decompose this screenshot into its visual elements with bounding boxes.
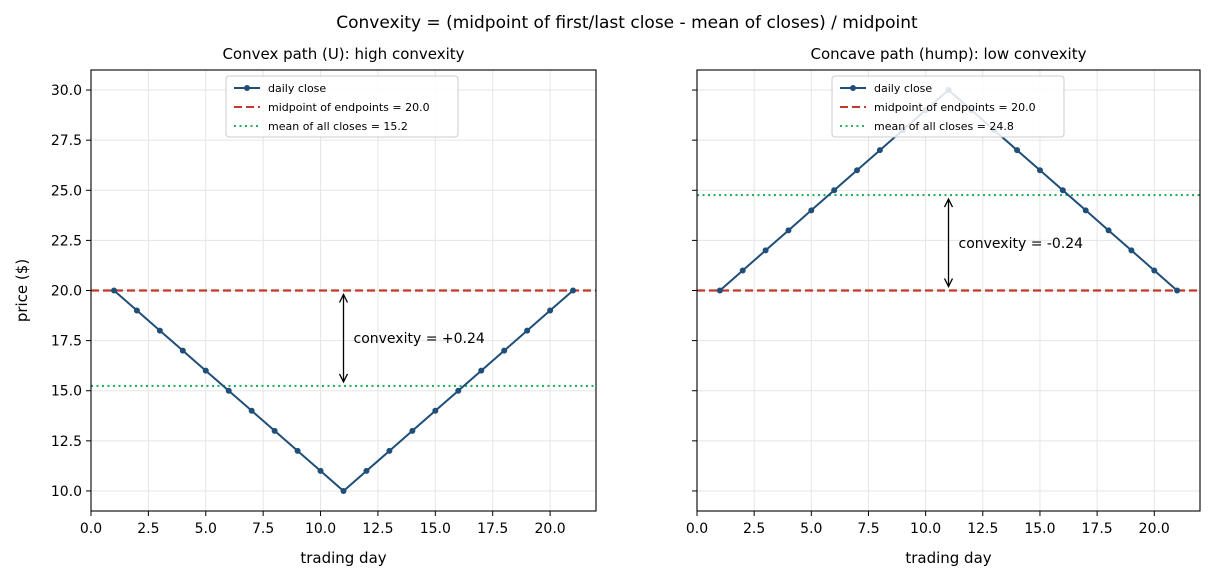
chart-title: Convex path (U): high convexity — [222, 45, 464, 63]
y-tick-label: 10.0 — [51, 484, 82, 500]
chart-title: Concave path (hump): low convexity — [811, 45, 1087, 63]
data-point — [1059, 187, 1066, 194]
x-tick-label: 17.5 — [477, 521, 508, 537]
data-point — [501, 347, 508, 354]
data-point — [340, 487, 347, 494]
data-point — [524, 327, 531, 334]
x-tick-label: 2.5 — [137, 521, 159, 537]
legend-box — [225, 75, 459, 138]
figure-suptitle: Convexity = (midpoint of first/last clos… — [336, 13, 918, 33]
data-point — [133, 307, 140, 314]
x-tick-label: 7.5 — [252, 521, 274, 537]
data-point — [854, 167, 861, 174]
data-point — [248, 407, 255, 414]
arrow-head — [943, 197, 954, 208]
x-tick-label: 2.5 — [743, 521, 765, 537]
data-point — [1036, 167, 1043, 174]
x-tick-label: 20.0 — [535, 521, 566, 537]
legend-item-mean: mean of all closes = 24.8 — [874, 120, 1014, 133]
data-point — [716, 287, 723, 294]
data-point — [785, 227, 792, 234]
data-point — [762, 247, 769, 254]
x-tick-label: 0.0 — [80, 521, 102, 537]
data-point — [831, 187, 838, 194]
x-tick-label: 10.0 — [305, 521, 336, 537]
arrow-head — [338, 293, 349, 303]
annotation-label: convexity = -0.24 — [959, 236, 1084, 252]
legend-box — [831, 75, 1065, 138]
x-tick-label: 15.0 — [420, 521, 451, 537]
data-point — [808, 207, 815, 214]
data-point — [739, 267, 746, 274]
legend: daily close midpoint of endpoints = 20.0 m… — [225, 75, 459, 138]
data-point — [455, 387, 462, 394]
arrow-head — [943, 278, 954, 288]
data-point — [478, 367, 485, 374]
y-axis-label: price ($) — [13, 259, 31, 322]
annotation-label: convexity = +0.24 — [354, 331, 485, 347]
data-point — [1128, 247, 1135, 254]
y-tick-label: 12.5 — [51, 434, 82, 450]
x-tick-label: 5.0 — [195, 521, 217, 537]
x-tick-label: 7.5 — [857, 521, 879, 537]
legend-item-series: daily close — [874, 82, 932, 95]
legend-item-series: daily close — [268, 82, 326, 95]
y-tick-label: 30.0 — [51, 83, 82, 99]
x-axis-label: trading day — [300, 549, 386, 567]
data-point — [1014, 147, 1021, 154]
x-tick-label: 15.0 — [1024, 521, 1055, 537]
data-point — [547, 307, 554, 314]
legend-item-series-marker — [850, 85, 856, 91]
x-axis-label: trading day — [905, 549, 991, 567]
y-tick-label: 20.0 — [51, 284, 82, 300]
x-tick-label: 12.5 — [967, 521, 998, 537]
legend-item-mean: mean of all closes = 15.2 — [268, 120, 408, 133]
data-point — [156, 327, 163, 334]
data-point — [876, 147, 883, 154]
data-point — [225, 387, 232, 394]
x-tick-label: 10.0 — [910, 521, 941, 537]
data-point — [363, 467, 370, 474]
data-point — [409, 427, 416, 434]
data-point — [386, 447, 393, 454]
data-point — [110, 287, 117, 294]
data-point — [570, 287, 577, 294]
data-point — [294, 447, 301, 454]
data-point — [1174, 287, 1181, 294]
y-tick-label: 27.5 — [51, 133, 82, 149]
y-tick-label: 17.5 — [51, 334, 82, 350]
data-point — [179, 347, 186, 354]
x-tick-label: 17.5 — [1082, 521, 1113, 537]
legend-item-series-marker — [244, 85, 250, 91]
x-tick-label: 5.0 — [800, 521, 822, 537]
y-tick-label: 15.0 — [51, 384, 82, 400]
x-tick-label: 12.5 — [362, 521, 393, 537]
y-tick-label: 22.5 — [51, 233, 82, 249]
chart-panel-2: convexity = -0.24 0.0 2.5 5.0 7.5 10.0 12.5 15.… — [686, 45, 1201, 567]
chart-panel-1: convexity = +0.24 0.0 2.5 5.0 7.5 10.0 12.5 15.… — [13, 45, 597, 567]
data-point — [317, 467, 324, 474]
y-tick-label: 25.0 — [51, 183, 82, 199]
x-tick-label: 20.0 — [1139, 521, 1170, 537]
data-point — [1105, 227, 1112, 234]
data-point — [1151, 267, 1158, 274]
data-point — [202, 367, 209, 374]
legend-item-midpoint: midpoint of endpoints = 20.0 — [268, 101, 430, 114]
legend-item-midpoint: midpoint of endpoints = 20.0 — [874, 101, 1036, 114]
arrow-head — [338, 373, 349, 384]
legend: daily close midpoint of endpoints = 20.0 m… — [831, 75, 1065, 138]
chart-panels: convexity = +0.24 0.0 2.5 5.0 7.5 10.0 12.5 15.… — [13, 45, 1201, 567]
x-tick-label: 0.0 — [686, 521, 708, 537]
data-point — [1082, 207, 1089, 214]
data-point — [271, 427, 278, 434]
data-point — [432, 407, 439, 414]
